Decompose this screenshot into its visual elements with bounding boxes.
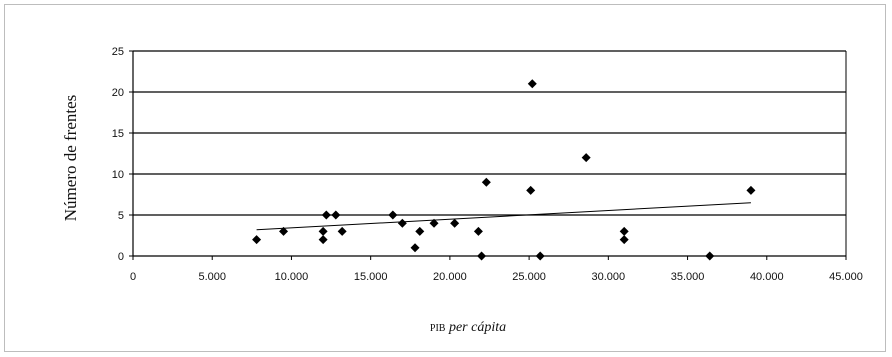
y-tick-label: 20 [112, 87, 124, 99]
data-point [477, 251, 487, 261]
data-point [450, 218, 460, 228]
data-point [410, 243, 420, 253]
data-point [321, 210, 331, 220]
x-tick-label: 15.000 [354, 271, 388, 283]
y-tick-label: 0 [118, 251, 124, 263]
data-point [429, 218, 439, 228]
data-point [388, 210, 398, 220]
data-point [535, 251, 545, 261]
data-point [746, 185, 756, 195]
data-point [397, 218, 407, 228]
data-points [252, 79, 756, 261]
data-point [481, 177, 491, 187]
x-axis-label-italic: per cápita [448, 320, 506, 335]
x-axis-label: PIB per cápita [430, 320, 506, 335]
data-point [527, 79, 537, 89]
y-tick-label: 5 [118, 210, 124, 222]
y-tick-label: 10 [112, 169, 124, 181]
y-tick-label: 25 [112, 46, 124, 58]
data-point [705, 251, 715, 261]
data-point [415, 226, 425, 236]
data-point [619, 226, 629, 236]
gridlines [133, 50, 846, 216]
y-tick-label: 15 [112, 128, 124, 140]
trendline [256, 202, 751, 231]
data-point [318, 235, 328, 245]
data-point [252, 235, 262, 245]
x-tick-label: 35.000 [671, 271, 705, 283]
x-tick-label: 30.000 [592, 271, 626, 283]
axes [129, 50, 847, 260]
x-tick-label: 10.000 [275, 271, 309, 283]
x-axis-label-prefix: PIB [430, 323, 446, 334]
x-tick-label: 20.000 [433, 271, 467, 283]
y-tick-labels: 0 5 10 15 20 25 [112, 46, 124, 263]
x-tick-label: 25.000 [512, 271, 546, 283]
x-tick-label: 45.000 [829, 271, 863, 283]
data-point [337, 226, 347, 236]
x-tick-label: 5.000 [198, 271, 226, 283]
data-point [526, 185, 536, 195]
data-point [331, 210, 341, 220]
data-point [279, 226, 289, 236]
chart-frame [4, 4, 886, 352]
data-point [619, 235, 629, 245]
trendline-group [256, 202, 751, 231]
data-point [581, 153, 591, 163]
data-point [318, 226, 328, 236]
data-point [473, 226, 483, 236]
y-axis-label: Número de frentes [61, 95, 80, 222]
x-tick-label: 0 [130, 271, 136, 283]
x-tick-label: 40.000 [750, 271, 784, 283]
x-tick-labels: 0 5.000 10.000 15.000 20.000 25.000 30.000 35.0… [130, 271, 863, 283]
